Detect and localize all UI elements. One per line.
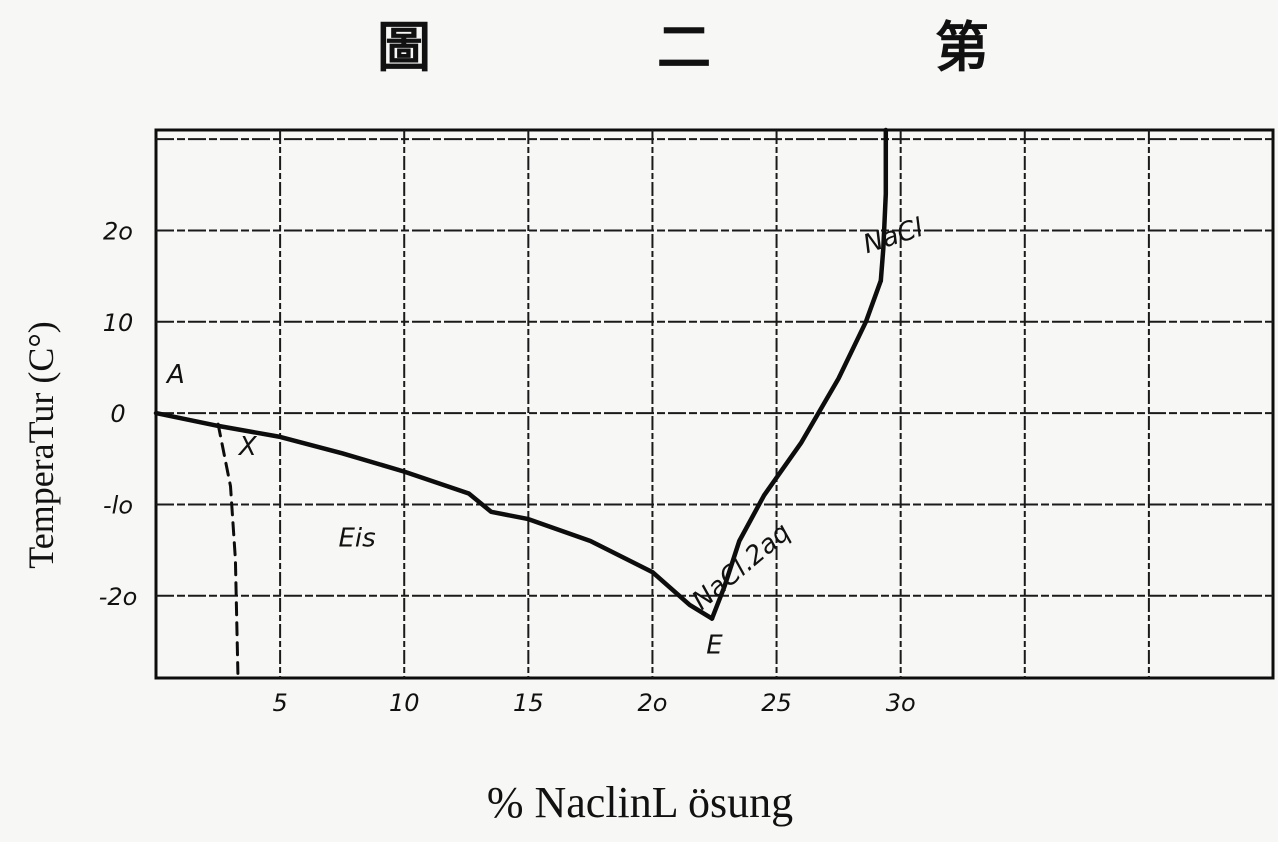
plot-frame <box>154 128 1275 680</box>
series-line-nacl-2aq <box>709 278 884 621</box>
series-line-eis <box>153 410 715 621</box>
annotation-e: E <box>706 630 723 660</box>
y-tick-label: -lo <box>103 491 133 519</box>
series-layer <box>153 127 889 675</box>
y-tick-labels: 2o 10 0 -lo -2o <box>99 217 138 610</box>
chart-title: 圖 二 第 <box>377 15 989 79</box>
y-tick-label: 0 <box>110 400 125 428</box>
annotation-nacl: NaCl <box>860 213 928 261</box>
x-tick-label: 2o <box>637 689 667 717</box>
series-line-nacl <box>878 127 889 283</box>
annotation-x: X <box>237 432 258 462</box>
annotation-a: A <box>165 360 185 390</box>
grid-lines <box>156 130 1273 678</box>
x-tick-label: 5 <box>272 689 287 717</box>
y-tick-label: -2o <box>99 583 138 611</box>
x-axis-label: % NaclinL ösung <box>487 778 793 827</box>
annotation-eis: Eis <box>338 523 375 553</box>
x-tick-label: 15 <box>513 689 544 717</box>
x-tick-label: 25 <box>761 689 792 717</box>
x-tick-label: 3o <box>886 689 916 717</box>
y-tick-label: 2o <box>103 217 133 245</box>
series-line-x <box>216 422 240 675</box>
y-tick-label: 10 <box>103 309 134 337</box>
x-tick-label: 10 <box>389 689 420 717</box>
x-tick-labels: 5 10 15 2o 25 3o <box>272 689 915 717</box>
plot-border <box>154 128 1275 680</box>
y-axis-label: TemperaTur (C°) <box>21 321 61 569</box>
title-char-2: 二 <box>657 15 711 79</box>
title-char-3: 第 <box>935 15 989 79</box>
title-char-1: 圖 <box>377 15 431 79</box>
